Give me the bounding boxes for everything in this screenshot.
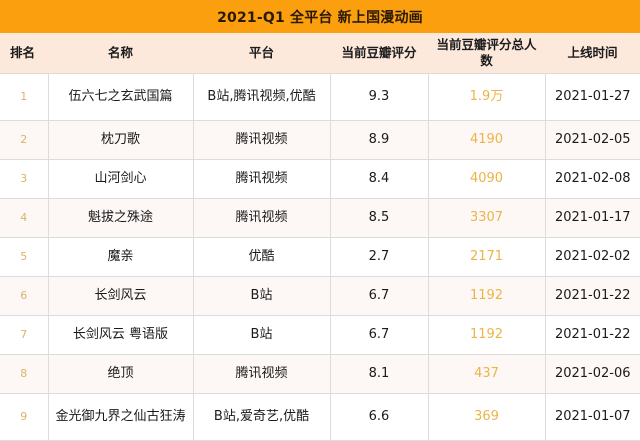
count-cell: 437 (427, 353, 546, 394)
score-cell: 8.9 (329, 119, 429, 160)
score-cell: 2.7 (329, 236, 429, 277)
header-platform: 平台 (248, 44, 274, 60)
score-cell: 9.3 (329, 72, 429, 121)
ranking-table: 排名 名称 平台 当前豆瓣评分 当前豆瓣评分总人数 上线时间 1 伍六七之玄武国… (0, 33, 640, 441)
header-rank: 排名 (10, 44, 36, 60)
name-cell: 山河剑心 (47, 158, 194, 199)
table-row: 6 长剑风云 B站 6.7 1192 2021-01-22 (0, 275, 640, 316)
date-cell: 2021-02-08 (544, 158, 640, 199)
date-cell: 2021-02-05 (544, 119, 640, 160)
name-cell: 绝顶 (47, 353, 194, 394)
count-cell: 4190 (427, 119, 546, 160)
count-cell: 3307 (427, 197, 546, 238)
name-cell: 枕刀歌 (47, 119, 194, 160)
date-cell: 2021-01-22 (544, 314, 640, 355)
rank-cell: 5 (0, 236, 49, 277)
count-cell: 1.9万 (427, 72, 546, 121)
rank-cell: 6 (0, 275, 49, 316)
count-cell: 369 (427, 392, 546, 441)
table-title: 2021-Q1 全平台 新上国漫动画 (0, 0, 640, 33)
count-cell: 1192 (427, 275, 546, 316)
score-cell: 8.5 (329, 197, 429, 238)
name-cell: 长剑风云 (47, 275, 194, 316)
count-cell: 4090 (427, 158, 546, 199)
header-douban-count: 当前豆瓣评分总人数 (436, 36, 537, 68)
table-row: 8 绝顶 腾讯视频 8.1 437 2021-02-06 (0, 353, 640, 394)
rank-cell: 1 (0, 72, 49, 121)
table-row: 9 金光御九界之仙古狂涛 B站,爱奇艺,优酷 6.6 369 2021-01-0… (0, 392, 640, 441)
date-cell: 2021-02-06 (544, 353, 640, 394)
date-cell: 2021-01-22 (544, 275, 640, 316)
rank-cell: 7 (0, 314, 49, 355)
platform-cell: 腾讯视频 (192, 197, 331, 238)
date-cell: 2021-01-17 (544, 197, 640, 238)
date-cell: 2021-02-02 (544, 236, 640, 277)
score-cell: 8.4 (329, 158, 429, 199)
platform-cell: B站 (192, 314, 331, 355)
rank-cell: 8 (0, 353, 49, 394)
name-cell: 伍六七之玄武国篇 (47, 72, 194, 121)
count-cell: 1192 (427, 314, 546, 355)
header-name: 名称 (107, 44, 133, 60)
rank-cell: 2 (0, 119, 49, 160)
table-row: 3 山河剑心 腾讯视频 8.4 4090 2021-02-08 (0, 158, 640, 199)
rank-cell: 9 (0, 392, 49, 441)
platform-cell: B站,腾讯视频,优酷 (192, 72, 331, 121)
table-row: 1 伍六七之玄武国篇 B站,腾讯视频,优酷 9.3 1.9万 2021-01-2… (0, 72, 640, 121)
name-cell: 魁拔之殊途 (47, 197, 194, 238)
score-cell: 6.7 (329, 275, 429, 316)
date-cell: 2021-01-07 (544, 392, 640, 441)
name-cell: 魔亲 (47, 236, 194, 277)
platform-cell: 腾讯视频 (192, 353, 331, 394)
header-row: 排名 名称 平台 当前豆瓣评分 当前豆瓣评分总人数 上线时间 (0, 33, 640, 73)
rank-cell: 4 (0, 197, 49, 238)
score-cell: 8.1 (329, 353, 429, 394)
count-cell: 2171 (427, 236, 546, 277)
table-row: 5 魔亲 优酷 2.7 2171 2021-02-02 (0, 236, 640, 277)
name-cell: 金光御九界之仙古狂涛 (47, 392, 194, 441)
score-cell: 6.6 (329, 392, 429, 441)
platform-cell: 腾讯视频 (192, 119, 331, 160)
table-row: 2 枕刀歌 腾讯视频 8.9 4190 2021-02-05 (0, 119, 640, 160)
platform-cell: 优酷 (192, 236, 331, 277)
name-cell: 长剑风云 粤语版 (47, 314, 194, 355)
header-douban-score: 当前豆瓣评分 (341, 44, 417, 60)
platform-cell: B站,爱奇艺,优酷 (192, 392, 331, 441)
table-row: 7 长剑风云 粤语版 B站 6.7 1192 2021-01-22 (0, 314, 640, 355)
header-release-date: 上线时间 (567, 44, 618, 60)
platform-cell: B站 (192, 275, 331, 316)
platform-cell: 腾讯视频 (192, 158, 331, 199)
rank-cell: 3 (0, 158, 49, 199)
table-row: 4 魁拔之殊途 腾讯视频 8.5 3307 2021-01-17 (0, 197, 640, 238)
date-cell: 2021-01-27 (544, 72, 640, 121)
score-cell: 6.7 (329, 314, 429, 355)
